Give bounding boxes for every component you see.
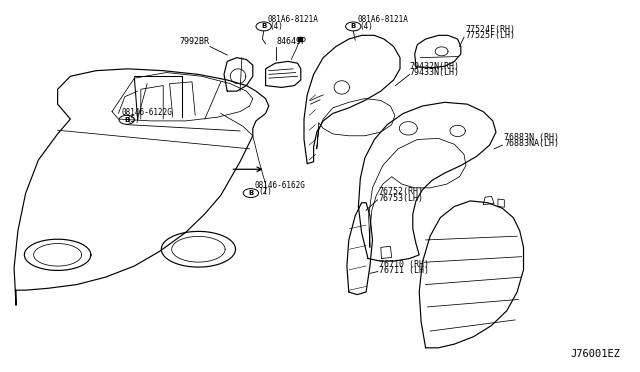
Text: 76753(LH): 76753(LH) [379, 194, 424, 203]
Text: (4): (4) [269, 22, 284, 31]
Text: 76710 (RH): 76710 (RH) [379, 260, 429, 269]
Text: 77524F(RH): 77524F(RH) [466, 25, 516, 34]
Text: B: B [124, 117, 129, 123]
Text: 84649P: 84649P [276, 38, 307, 46]
Text: (4): (4) [359, 22, 373, 31]
Text: B: B [261, 23, 266, 29]
Text: (2): (2) [259, 187, 273, 196]
Text: 08146-6162G: 08146-6162G [255, 182, 305, 190]
Text: 79432N(RH): 79432N(RH) [410, 62, 460, 71]
Text: 081A6-8121A: 081A6-8121A [357, 15, 408, 24]
Text: 76711 (LH): 76711 (LH) [379, 266, 429, 275]
Text: (5): (5) [126, 115, 140, 124]
Text: 76883NA(LH): 76883NA(LH) [504, 139, 559, 148]
Text: B: B [351, 23, 356, 29]
Text: 76752(RH): 76752(RH) [379, 187, 424, 196]
Text: J76001EZ: J76001EZ [571, 349, 621, 359]
Text: 77525F(LH): 77525F(LH) [466, 31, 516, 40]
Text: 08146-6122G: 08146-6122G [122, 108, 172, 117]
Text: 7992BR: 7992BR [180, 38, 210, 46]
Text: B: B [248, 190, 253, 196]
Text: 76883N (RH): 76883N (RH) [504, 133, 559, 142]
Text: 79433N(LH): 79433N(LH) [410, 68, 460, 77]
Text: 081A6-8121A: 081A6-8121A [268, 15, 318, 24]
